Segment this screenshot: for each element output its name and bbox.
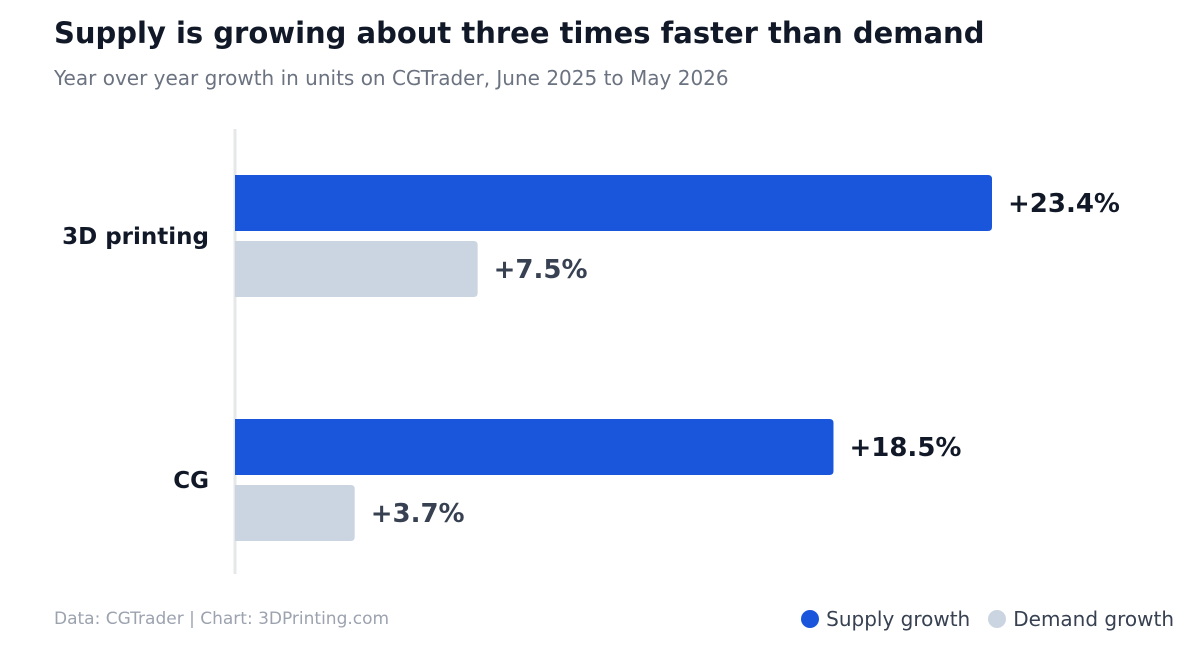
- legend-swatch-demand: [988, 610, 1007, 628]
- bar-demand: [235, 485, 355, 541]
- source-note: Data: CGTrader | Chart: 3DPrinting.com: [54, 609, 390, 629]
- category-label: CG: [173, 468, 209, 494]
- bar-demand: [235, 241, 478, 297]
- legend: Supply growth Demand growth: [783, 607, 1174, 631]
- legend-item-supply: Supply growth: [801, 607, 970, 631]
- legend-label-demand: Demand growth: [1013, 607, 1174, 631]
- data-label-demand: +7.5%: [494, 255, 588, 285]
- legend-swatch-supply: [801, 610, 820, 628]
- chart-title: Supply is growing about three times fast…: [54, 16, 985, 50]
- category-label: 3D printing: [62, 224, 209, 250]
- chart-subtitle: Year over year growth in units on CGTrad…: [54, 66, 729, 90]
- legend-item-demand: Demand growth: [988, 607, 1174, 631]
- data-label-supply: +23.4%: [1008, 189, 1120, 219]
- bar-supply: [235, 419, 834, 475]
- data-label-demand: +3.7%: [371, 499, 465, 529]
- legend-label-supply: Supply growth: [826, 607, 971, 631]
- bar-supply: [235, 175, 992, 231]
- data-label-supply: +18.5%: [849, 433, 961, 463]
